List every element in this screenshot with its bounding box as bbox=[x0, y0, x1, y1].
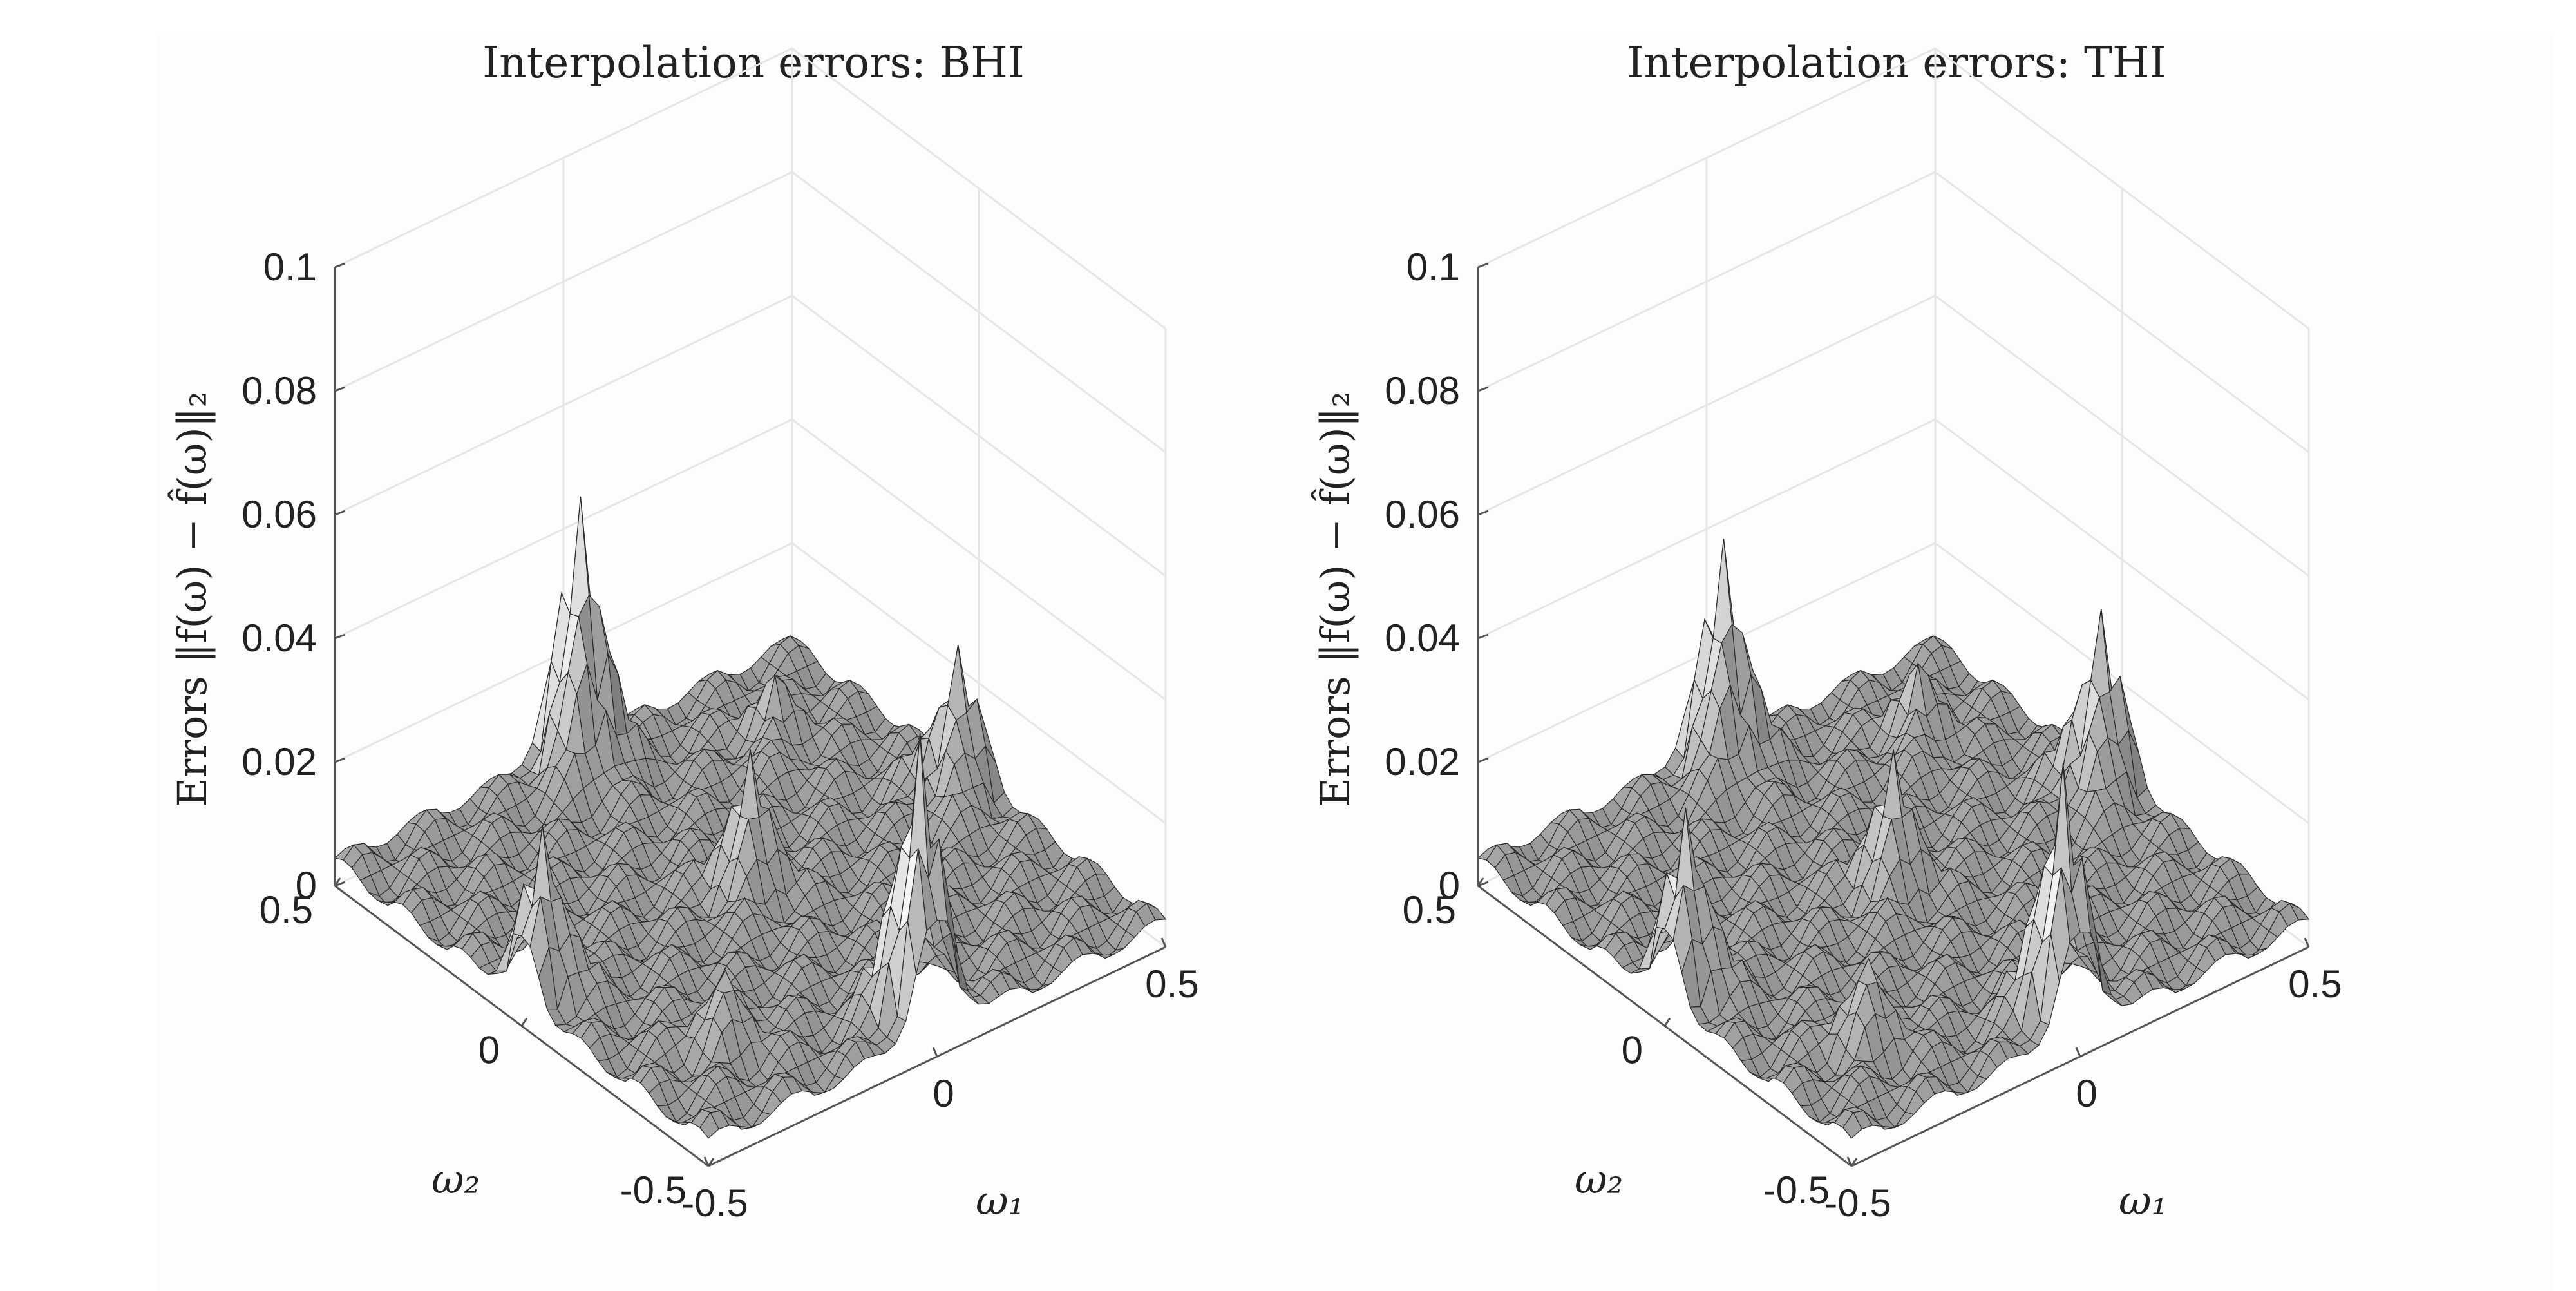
x-tick-label: 0 bbox=[933, 1072, 954, 1115]
z-tick-mark bbox=[334, 881, 346, 887]
y-tick-mark bbox=[1850, 1158, 1858, 1167]
x-tick-mark bbox=[1846, 1156, 1853, 1167]
z-tick-mark bbox=[334, 510, 346, 516]
surface-mesh bbox=[334, 496, 1167, 1139]
z-tick-mark bbox=[1477, 757, 1489, 763]
y-tick-label: 0.5 bbox=[1403, 888, 1456, 932]
z-tick-mark bbox=[1477, 386, 1489, 392]
z-tick-mark bbox=[1477, 881, 1489, 887]
y-tick-label: -0.5 bbox=[1763, 1169, 1830, 1212]
z-tick-label: 0.08 bbox=[242, 369, 317, 412]
z-tick-label: 0.08 bbox=[1385, 369, 1460, 412]
surface-panel-bhi: Interpolation errors: BHI 0 0.02 0.04 0.06 0… bbox=[168, 38, 1199, 1225]
y-tick-mark bbox=[707, 1158, 715, 1167]
x-axis-label: ω₁ bbox=[2119, 1177, 2167, 1224]
surface-mesh bbox=[1477, 539, 2310, 1139]
y-axis-label: ω₂ bbox=[431, 1156, 480, 1203]
z-tick-label: 0 bbox=[1439, 864, 1460, 907]
x-tick-mark bbox=[2075, 1047, 2081, 1057]
x-tick-label: 0 bbox=[2076, 1072, 2097, 1115]
chart-title: Interpolation errors: THI bbox=[1627, 38, 2166, 88]
surface-patch bbox=[699, 1111, 719, 1139]
x-axis-label: ω₁ bbox=[976, 1177, 1024, 1224]
surface-patch bbox=[1842, 1111, 1862, 1139]
surface-panel-thi: Interpolation errors: THI 0 0.02 0.04 0.06 0… bbox=[1311, 38, 2342, 1225]
z-tick-mark bbox=[334, 757, 346, 763]
y-tick-label: 0 bbox=[1622, 1029, 1643, 1072]
z-tick-mark bbox=[1477, 262, 1489, 269]
y-tick-mark bbox=[1663, 1017, 1671, 1027]
chart-title: Interpolation errors: BHI bbox=[482, 38, 1025, 88]
x-tick-label: 0.5 bbox=[2288, 962, 2342, 1006]
z-tick-label: 0.04 bbox=[1385, 617, 1460, 660]
z-axis-label: Errors ‖f(ω) − f̂(ω)‖₂ bbox=[1311, 391, 1359, 807]
y-axis-label: ω₂ bbox=[1575, 1156, 1623, 1203]
x-tick-mark bbox=[932, 1047, 938, 1057]
x-tick-mark bbox=[703, 1156, 710, 1167]
y-tick-label: 0.5 bbox=[260, 888, 313, 932]
y-tick-label: 0 bbox=[478, 1029, 500, 1072]
z-tick-label: 0.02 bbox=[1385, 740, 1460, 783]
x-tick-label: -0.5 bbox=[1824, 1181, 1891, 1225]
z-tick-label: 0.02 bbox=[242, 740, 317, 783]
z-tick-label: 0.04 bbox=[242, 617, 317, 660]
z-tick-mark bbox=[1477, 510, 1489, 516]
y-tick-mark bbox=[334, 877, 341, 886]
x-tick-mark bbox=[2304, 937, 2310, 948]
z-tick-label: 0.06 bbox=[1385, 493, 1460, 536]
z-tick-label: 0.1 bbox=[1406, 245, 1460, 289]
z-tick-mark bbox=[334, 633, 346, 640]
y-tick-mark bbox=[1477, 877, 1484, 886]
z-tick-label: 0 bbox=[296, 864, 317, 907]
x-tick-label: -0.5 bbox=[681, 1181, 748, 1225]
z-tick-mark bbox=[1477, 633, 1489, 640]
y-tick-label: -0.5 bbox=[620, 1169, 687, 1212]
y-tick-mark bbox=[520, 1017, 528, 1027]
z-tick-label: 0.1 bbox=[263, 245, 317, 289]
x-tick-mark bbox=[1160, 937, 1167, 948]
z-tick-mark bbox=[334, 386, 346, 392]
z-tick-label: 0.06 bbox=[242, 493, 317, 536]
x-tick-label: 0.5 bbox=[1145, 962, 1198, 1006]
z-axis-label: Errors ‖f(ω) − f̂(ω)‖₂ bbox=[168, 391, 216, 807]
z-tick-mark bbox=[334, 262, 346, 269]
